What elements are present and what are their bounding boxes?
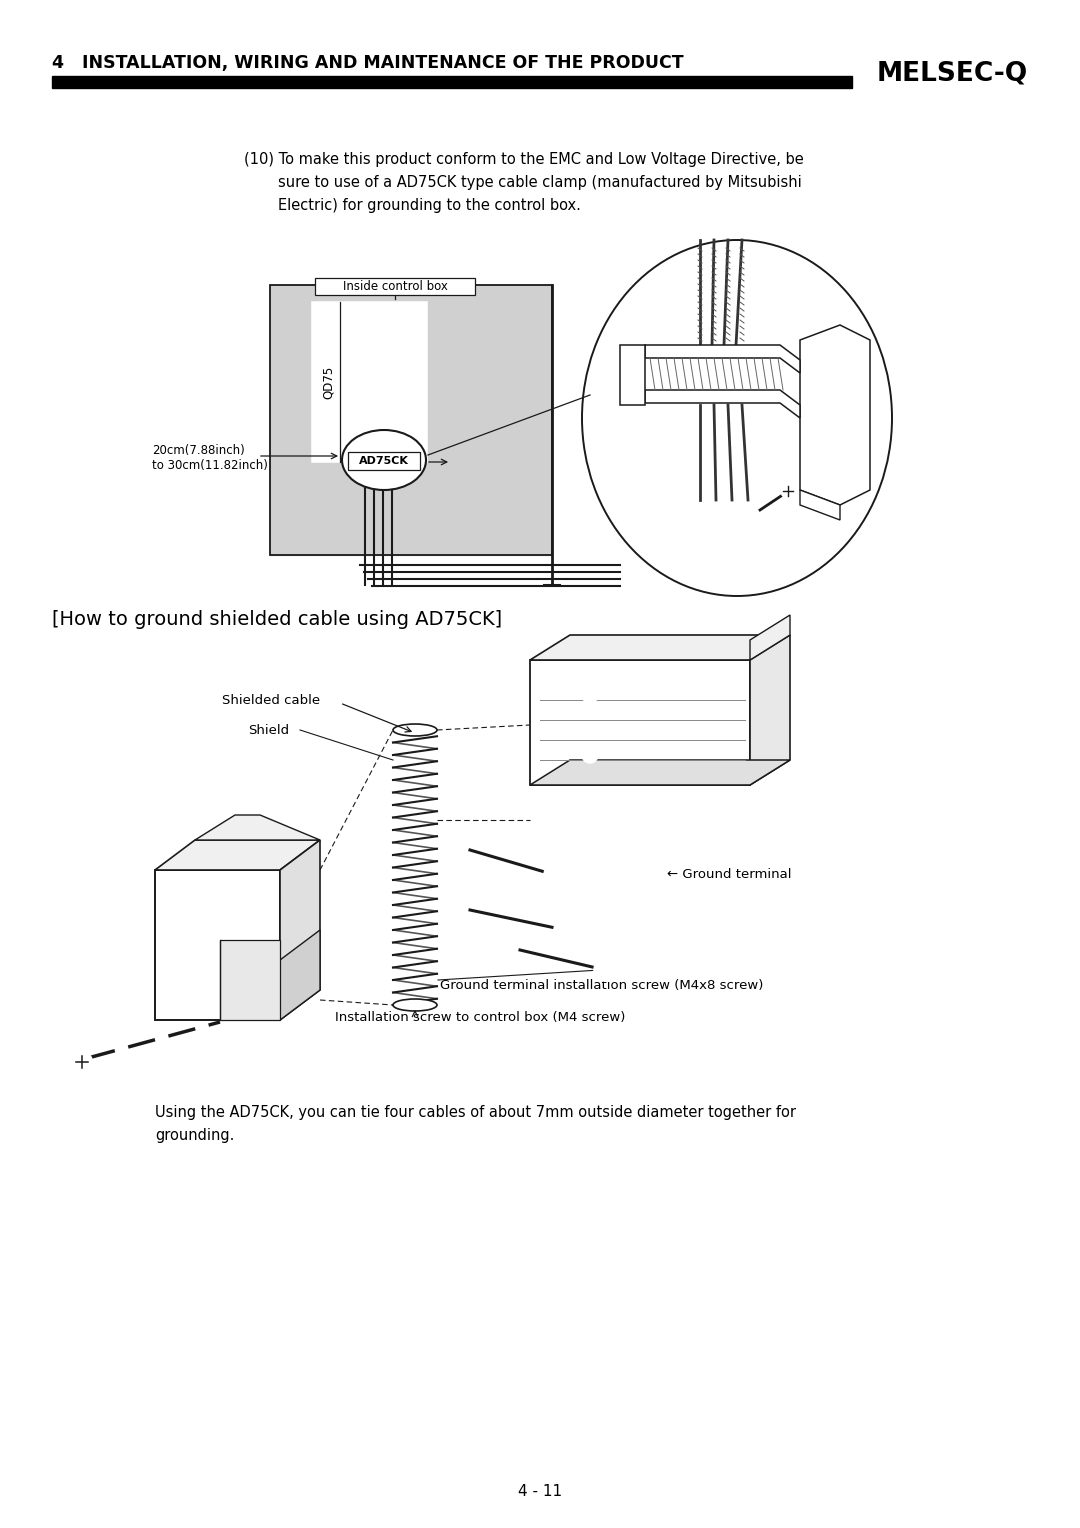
- Circle shape: [781, 484, 795, 498]
- Text: Ground terminal installation screw (M4x8 screw): Ground terminal installation screw (M4x8…: [440, 978, 764, 992]
- Circle shape: [822, 354, 834, 367]
- Text: Shielded cable: Shielded cable: [222, 694, 320, 706]
- Text: AD75CK: AD75CK: [359, 455, 409, 466]
- Polygon shape: [800, 325, 870, 504]
- Circle shape: [544, 863, 566, 886]
- Bar: [312, 303, 427, 461]
- Text: QD75: QD75: [322, 365, 335, 399]
- Polygon shape: [750, 636, 789, 785]
- Circle shape: [582, 688, 598, 703]
- Text: MELSEC-Q: MELSEC-Q: [877, 60, 1028, 86]
- Circle shape: [554, 918, 576, 941]
- Bar: [52, 76, 852, 89]
- Polygon shape: [280, 931, 320, 1021]
- Polygon shape: [645, 390, 800, 419]
- Polygon shape: [750, 614, 789, 660]
- Circle shape: [586, 750, 594, 759]
- Polygon shape: [620, 345, 645, 405]
- Polygon shape: [800, 490, 840, 520]
- Circle shape: [194, 953, 206, 966]
- Text: 20cm(7.88inch)
to 30cm(11.82inch): 20cm(7.88inch) to 30cm(11.82inch): [152, 445, 268, 472]
- Circle shape: [559, 924, 571, 937]
- Circle shape: [594, 960, 616, 981]
- Polygon shape: [195, 814, 320, 840]
- Circle shape: [599, 964, 611, 976]
- Circle shape: [72, 1051, 92, 1073]
- Text: 4 - 11: 4 - 11: [518, 1485, 562, 1499]
- Polygon shape: [530, 636, 789, 660]
- Bar: [270, 286, 552, 555]
- Bar: [315, 278, 475, 295]
- Bar: [270, 286, 552, 555]
- Text: Electric) for grounding to the control box.: Electric) for grounding to the control b…: [278, 199, 581, 212]
- Circle shape: [582, 747, 598, 762]
- Polygon shape: [220, 940, 280, 1021]
- Circle shape: [586, 691, 594, 698]
- Text: 4   INSTALLATION, WIRING AND MAINTENANCE OF THE PRODUCT: 4 INSTALLATION, WIRING AND MAINTENANCE O…: [52, 53, 684, 72]
- Text: [How to ground shielded cable using AD75CK]: [How to ground shielded cable using AD75…: [52, 610, 502, 630]
- Polygon shape: [530, 759, 789, 785]
- Text: Shield: Shield: [248, 723, 289, 736]
- Polygon shape: [280, 840, 320, 1021]
- Circle shape: [187, 947, 213, 973]
- Text: Using the AD75CK, you can tie four cables of about 7mm outside diameter together: Using the AD75CK, you can tie four cable…: [156, 1105, 796, 1120]
- Polygon shape: [645, 345, 800, 373]
- Polygon shape: [156, 869, 280, 1021]
- Text: (10) To make this product conform to the EMC and Low Voltage Directive, be: (10) To make this product conform to the…: [244, 151, 804, 167]
- Text: grounding.: grounding.: [156, 1128, 234, 1143]
- Text: sure to use of a AD75CK type cable clamp (manufactured by Mitsubishi: sure to use of a AD75CK type cable clamp…: [278, 176, 801, 189]
- Polygon shape: [156, 840, 320, 869]
- Circle shape: [822, 414, 834, 426]
- Ellipse shape: [393, 724, 437, 736]
- Bar: [348, 452, 420, 471]
- Ellipse shape: [393, 999, 437, 1012]
- Text: Inside control box: Inside control box: [342, 280, 447, 292]
- Ellipse shape: [342, 429, 426, 490]
- Text: Installation screw to control box (M4 screw): Installation screw to control box (M4 sc…: [335, 1012, 625, 1024]
- Circle shape: [549, 869, 561, 882]
- Circle shape: [822, 469, 834, 481]
- Polygon shape: [530, 660, 750, 785]
- Text: ← Ground terminal: ← Ground terminal: [667, 868, 792, 882]
